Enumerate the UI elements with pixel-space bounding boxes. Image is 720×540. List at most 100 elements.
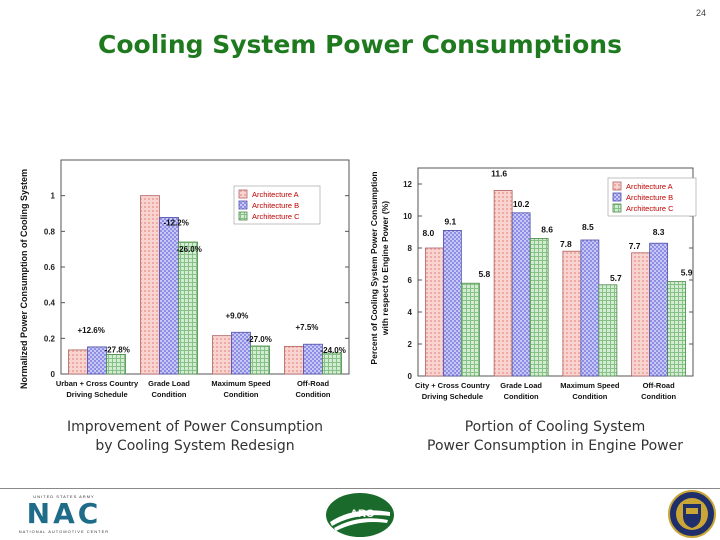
y-tick-label: 0.2 [44,334,56,343]
chart-percent-engine-power: Percent of Cooling System Power Consumpt… [369,167,697,401]
right-caption-line-1: Portion of Cooling System [464,419,646,435]
change-annotation: -27.0% [247,335,272,344]
y-tick-label: 6 [408,276,413,285]
nac-logo-top-text: UNITED STATES ARMY [33,494,95,499]
y-tick-label: 0.8 [44,227,56,236]
x-category-label: Driving Schedule [66,390,127,399]
legend-label: Architecture A [252,190,299,199]
x-category-label: Condition [641,392,676,401]
y-axis-label-line-2: with respect to Engine Power (%) [380,201,390,336]
y-tick-label: 0.4 [44,299,56,308]
page-title: Cooling System Power Consumptions [98,30,622,59]
right-caption: Portion of Cooling System Power Consumpt… [390,418,720,456]
x-category-label: Condition [224,390,259,399]
legend-swatch [612,192,622,202]
left-caption-line-1: Improvement of Power Consumption [66,419,324,435]
y-axis-label: Normalized Power Consumption of Cooling … [19,169,29,389]
y-axis-label-line-1: Percent of Cooling System Power Consumpt… [369,171,379,364]
bar-architecture-a [493,189,513,377]
bar-architecture-c [529,238,549,377]
bar-architecture-c [667,281,687,377]
y-tick-label: 2 [408,340,413,349]
data-label: 9.1 [444,216,456,226]
bar-architecture-b [442,230,462,377]
y-tick-label: 12 [403,180,412,189]
nac-logo: UNITED STATES ARMY NAC NATIONAL AUTOMOTI… [8,494,120,536]
x-category-label: Grade Load [500,381,542,390]
legend-label: Architecture A [626,182,673,191]
left-caption: Improvement of Power Consumption by Cool… [30,418,360,456]
x-category-label: Condition [504,392,539,401]
data-label: 8.5 [582,222,594,232]
legend-swatch [238,211,248,221]
bar-architecture-a [562,250,582,377]
legend-swatch [612,203,622,213]
page-number: 24 [695,8,706,18]
y-tick-label: 8 [408,244,413,253]
x-category-label: Driving Schedule [422,392,483,401]
legend-label: Architecture C [252,212,300,221]
change-annotation: +9.0% [226,311,249,320]
change-annotation: -12.2% [164,218,189,227]
bar-architecture-a [140,195,160,375]
x-category-label: Grade Load [148,379,190,388]
nac-logo-text: NAC [26,497,102,530]
data-label: 8.0 [422,228,434,238]
bar-architecture-b [159,217,179,375]
y-tick-label: 1 [51,192,56,201]
left-caption-line-2: by Cooling System Redesign [95,438,295,454]
legend-box [607,177,697,217]
legend-label: Architecture B [252,201,299,210]
data-label: 5.7 [610,273,622,283]
arc-logo-text: ARC [350,508,374,520]
bar-architecture-c [322,352,342,375]
y-tick-label: 10 [403,212,412,221]
legend-swatch [238,200,248,210]
x-category-label: Off-Road [297,379,329,388]
data-label: 10.2 [513,199,530,209]
x-category-label: Condition [296,390,331,399]
bar-architecture-a [212,335,232,375]
bar-architecture-a [68,349,88,375]
x-category-label: City + Cross Country [415,381,491,390]
bar-architecture-b [649,242,669,377]
change-annotation: +7.5% [296,323,319,332]
bar-architecture-a [631,252,651,377]
data-label: 7.8 [560,239,572,249]
legend-box [233,185,321,225]
x-category-label: Off-Road [643,381,675,390]
bar-architecture-c [460,282,480,377]
data-label: 8.3 [653,227,665,237]
x-category-label: Condition [572,392,607,401]
change-annotation: -24.0% [321,346,346,355]
change-annotation: -27.8% [105,345,130,354]
change-annotation: -26.0% [177,245,202,254]
y-tick-label: 0 [51,370,56,379]
footer-divider [0,488,720,489]
chart-normalized-power: Normalized Power Consumption of Cooling … [19,159,350,399]
bar-architecture-b [580,239,600,377]
right-caption-line-2: Power Consumption in Engine Power [427,438,683,454]
x-category-label: Maximum Speed [560,381,620,390]
bar-architecture-c [106,353,126,375]
arc-logo: ARC [326,493,394,537]
y-tick-label: 0.6 [44,263,56,272]
x-category-label: Maximum Speed [211,379,271,388]
data-label: 8.6 [541,224,553,234]
bar-architecture-a [424,247,444,377]
legend-label: Architecture C [626,204,674,213]
bar-architecture-b [511,212,531,377]
data-label: 5.8 [478,269,490,279]
data-label: 11.6 [491,168,507,178]
bar-architecture-c [178,241,198,375]
bar-architecture-c [250,345,270,375]
legend-label: Architecture B [626,193,673,202]
university-seal-icon [668,490,716,538]
x-category-label: Urban + Cross Country [56,379,139,388]
legend-swatch [612,181,622,191]
legend-swatch [238,189,248,199]
nac-logo-bottom-text: NATIONAL AUTOMOTIVE CENTER [18,529,110,534]
y-tick-label: 4 [408,308,413,317]
bar-architecture-c [598,284,618,377]
y-tick-label: 0 [408,372,413,381]
